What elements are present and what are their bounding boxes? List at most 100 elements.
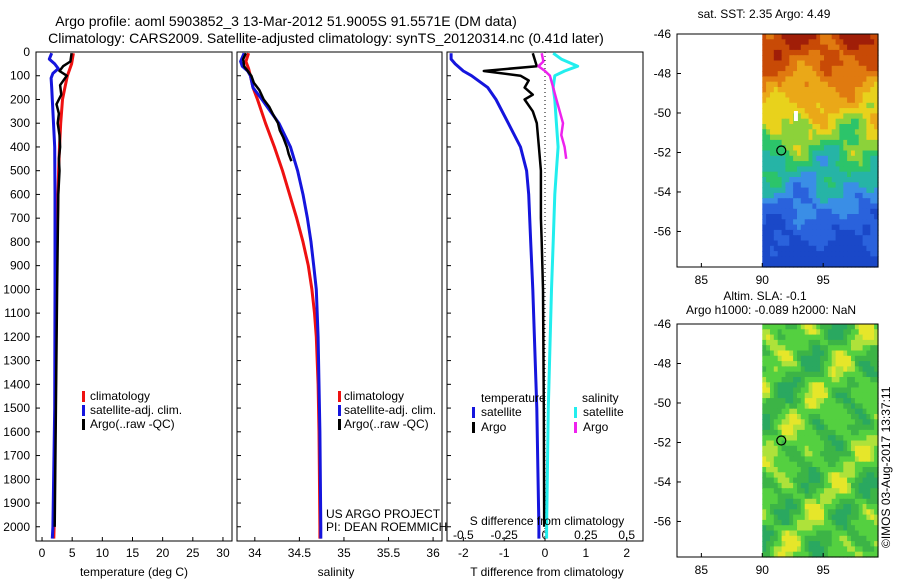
sst-map-cell: [820, 256, 825, 263]
sst-map-cell: [862, 60, 868, 67]
sla-map-cell: [770, 408, 775, 415]
sla-map-cell: [789, 546, 794, 553]
sla-map-cell: [827, 493, 833, 500]
sst-map-cell: [766, 182, 771, 189]
sla-map-cell: [827, 324, 833, 330]
sst-map-cell: [785, 71, 790, 77]
sla-map-cell: [847, 535, 852, 542]
sst-map-cell: [843, 102, 848, 109]
sla-map-cell: [762, 551, 767, 558]
sla-map-cell: [762, 345, 767, 352]
sla-map-cell: [781, 546, 787, 553]
sla-map-cell: [797, 493, 802, 500]
sla-map-cell: [781, 498, 787, 505]
sla-map-cell: [820, 334, 825, 341]
sst-map-cell: [835, 134, 841, 141]
sst-map-cell: [766, 224, 771, 231]
sla-map-cell: [762, 467, 767, 473]
sst-map-cell: [770, 65, 775, 72]
sla-map-cell: [797, 541, 802, 547]
sst-map-cell: [781, 256, 787, 263]
sst-map-cell: [762, 60, 767, 67]
sst-map-cell: [839, 139, 844, 146]
sst-map-cell: [812, 203, 817, 210]
sst-map-cell: [793, 171, 798, 178]
sla-map-cell: [835, 350, 841, 357]
sla-map-cell: [831, 482, 837, 489]
sst-map-cell: [804, 161, 810, 167]
sst-map-cell: [874, 198, 879, 205]
sla-map-cell: [777, 377, 783, 383]
sla-map-cell: [781, 461, 787, 468]
sla-map-cell: [797, 551, 802, 558]
sla-map-cell: [851, 329, 856, 336]
sla-map-cell: [874, 387, 879, 394]
sla-map-cell: [847, 339, 852, 346]
sst-map-cell: [816, 44, 821, 51]
sst-map-cell: [820, 219, 825, 226]
sst-map-cell: [785, 92, 790, 99]
sst-map-cell: [874, 134, 879, 141]
sst-map-cell: [793, 55, 798, 62]
sst-map-cell: [785, 76, 790, 83]
sst-map-cell: [781, 134, 787, 141]
sla-map-cell: [820, 345, 825, 352]
sst-map-cell: [785, 139, 790, 146]
sst-map-cell: [827, 187, 833, 194]
sla-map-cell: [762, 530, 767, 537]
sst-map-cell: [858, 166, 864, 173]
sla-map-cell: [773, 504, 779, 510]
sst-map-cell: [773, 65, 779, 72]
sst-map-cell: [839, 129, 844, 136]
sst-map-cell: [789, 108, 794, 114]
sst-map-cell: [866, 240, 871, 247]
sst-map-cell: [870, 145, 875, 152]
sst-map-cell: [793, 256, 798, 263]
sla-map-cell: [793, 535, 798, 542]
sst-map-cell: [854, 166, 860, 173]
sst-map-cell: [858, 177, 864, 183]
sst-map-cell: [824, 60, 829, 67]
sst-map-cell: [866, 102, 871, 109]
sla-map-cell: [797, 355, 802, 362]
sst-map-cell: [797, 87, 802, 93]
sst-map-cell: [843, 44, 848, 51]
sst-map-cell: [785, 97, 790, 104]
sst-map-cell: [820, 182, 825, 189]
sst-map-cell: [874, 224, 879, 231]
sst-map-cell: [762, 208, 767, 215]
sst-map-cell: [804, 219, 810, 226]
sla-map-cell: [766, 408, 771, 415]
sst-map-cell: [839, 134, 844, 141]
sst-map-cell: [854, 161, 860, 167]
sla-map-cell: [854, 509, 860, 516]
sla-map-cell: [770, 366, 775, 373]
sla-map-cell: [851, 366, 856, 373]
sla-map-cell: [820, 424, 825, 431]
sla-map-cell: [866, 408, 871, 415]
sla-map-cell: [835, 414, 841, 420]
sst-map-cell: [800, 245, 806, 252]
sst-map-cell: [866, 235, 871, 242]
sla-map-cell: [781, 366, 787, 373]
sst-map-cell: [777, 124, 783, 130]
sla-map-cell: [827, 329, 833, 336]
sst-map-cell: [870, 34, 875, 40]
sst-map-cell: [851, 219, 856, 226]
sst-map-cell: [851, 192, 856, 199]
sla-map-cell: [804, 429, 810, 436]
sst-map-cell: [862, 113, 868, 120]
sst-map-cell: [808, 245, 814, 252]
sst-map-cell: [785, 171, 790, 178]
sla-map-cell: [793, 482, 798, 489]
sst-map-cell: [866, 245, 871, 252]
sla-map-cell: [804, 366, 810, 373]
sst-map-cell: [766, 214, 771, 220]
sla-map-cell: [808, 467, 814, 473]
sla-map-cell: [870, 429, 875, 436]
sla-map-cell: [770, 541, 775, 547]
sla-map-cell: [847, 482, 852, 489]
sst-map-cell: [781, 240, 787, 247]
sla-map-cell: [808, 350, 814, 357]
sla-map-cell: [766, 530, 771, 537]
